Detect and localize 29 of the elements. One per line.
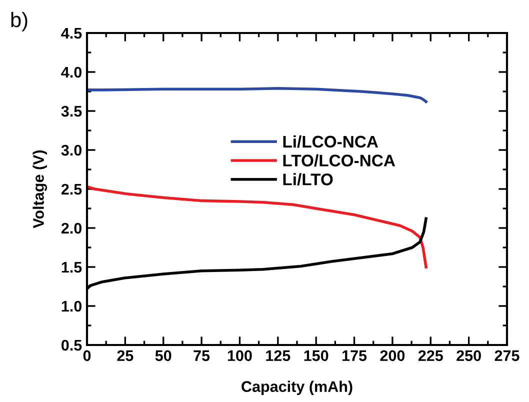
x-tick-label: 75 [194, 350, 210, 362]
x-tick-label: 150 [304, 350, 328, 362]
x-tick-label: 275 [494, 350, 520, 362]
y-axis-title: Voltage (V) [32, 150, 48, 228]
text: b) [11, 12, 28, 32]
x-tick-label: 175 [342, 350, 367, 362]
y-tick-label: 0.5 [62, 340, 82, 351]
legend-label: Li/LCO-NCA [283, 135, 378, 148]
x-tick-label: 50 [155, 350, 172, 362]
line-series [87, 86, 428, 104]
y-tick-label: 1.5 [62, 262, 82, 273]
x-tick-label: 25 [117, 350, 134, 362]
y-tick-label: 1.0 [62, 300, 82, 312]
x-tick-label: 125 [266, 350, 290, 362]
y-tick-label: 3.5 [61, 106, 82, 117]
line-series [87, 185, 428, 268]
y-tick-label: 2.0 [61, 222, 82, 234]
x-tick-label: 0 [83, 350, 91, 362]
y-tick-label: 2.5 [61, 184, 82, 195]
x-tick-label: 100 [228, 350, 252, 362]
x-tick-label: 200 [380, 350, 405, 362]
y-tick-label: 3.0 [61, 144, 82, 156]
x-tick-label: 250 [456, 350, 481, 362]
x-tick-label: 225 [418, 350, 443, 362]
y-tick-label: 4.5 [61, 28, 82, 39]
legend-label: Li/LTO [283, 173, 333, 186]
legend-label: LTO/LCO-NCA [283, 154, 396, 167]
x-axis-title: Capacity (mAh) [242, 380, 352, 396]
y-tick-label: 4.0 [61, 66, 82, 78]
